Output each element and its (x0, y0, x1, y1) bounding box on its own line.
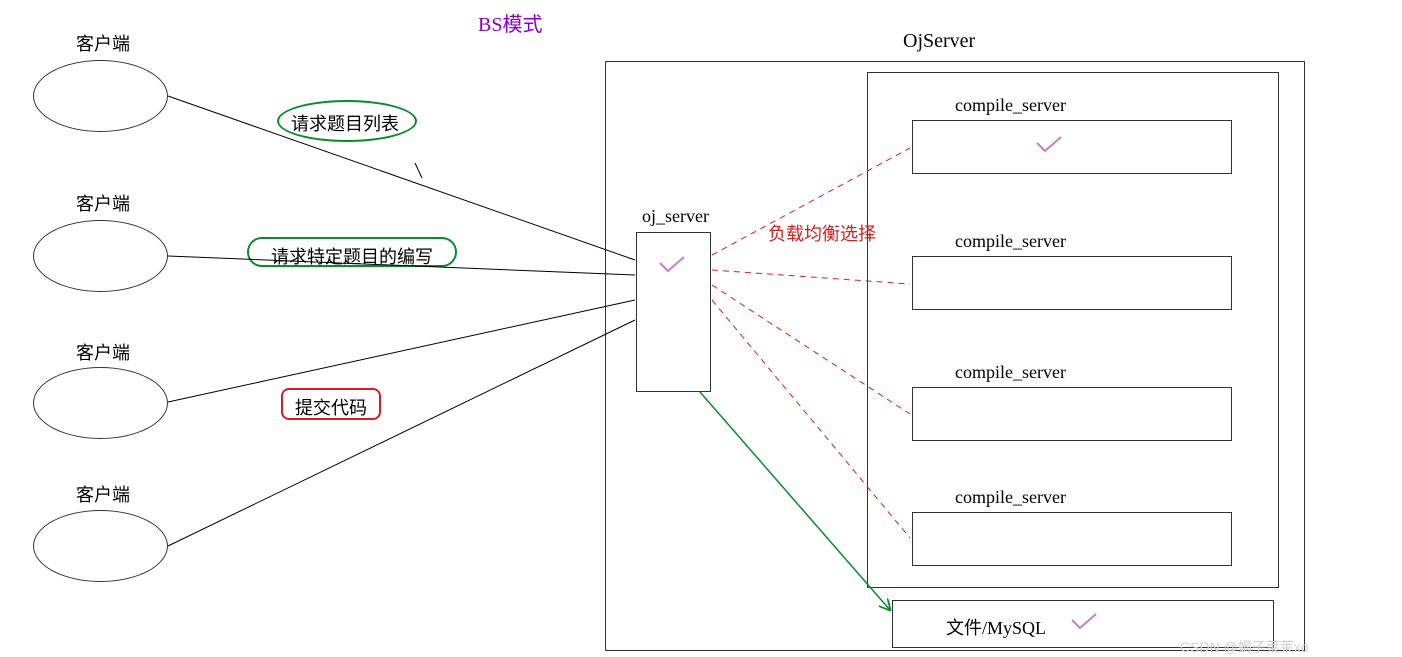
diagram-title: BS模式 (478, 8, 542, 37)
compile-server-box-3 (912, 512, 1232, 566)
compile-server-label-1: compile_server (955, 231, 1066, 252)
compile-server-box-0 (912, 120, 1232, 174)
compile-server-box-1 (912, 256, 1232, 310)
oj-server-check-icon (658, 255, 688, 275)
client-label-1: 客户端 (76, 190, 130, 216)
request-list-label: 请求题目列表 (277, 100, 417, 142)
storage-check-icon (1070, 612, 1100, 632)
request-list-text: 请求题目列表 (291, 110, 399, 136)
client-label-3: 客户端 (76, 481, 130, 507)
compile-server-label-2: compile_server (955, 362, 1066, 383)
load-balance-label: 负载均衡选择 (768, 220, 876, 246)
storage-label: 文件/MySQL (946, 614, 1046, 640)
compile-server-box-2 (912, 387, 1232, 441)
submit-code-label: 提交代码 (281, 388, 381, 420)
submit-code-text: 提交代码 (295, 398, 367, 418)
compile-server-label-0: compile_server (955, 95, 1066, 116)
client-ellipse-0 (33, 60, 168, 132)
request-specific-text: 请求特定题目的编写 (271, 247, 433, 267)
client-label-0: 客户端 (76, 30, 130, 56)
client-ellipse-1 (33, 220, 168, 292)
client-ellipse-3 (33, 510, 168, 582)
ojserver-container-label: OjServer (903, 30, 975, 53)
client-label-2: 客户端 (76, 339, 130, 365)
client-ellipse-2 (33, 367, 168, 439)
oj-server-label: oj_server (642, 206, 709, 227)
request-specific-label: 请求特定题目的编写 (247, 237, 457, 267)
watermark-bottom: CSDN @蝎子莱莱xo (1180, 637, 1309, 657)
compile-server-label-3: compile_server (955, 487, 1066, 508)
compile-server-check-icon-0 (1035, 135, 1065, 155)
